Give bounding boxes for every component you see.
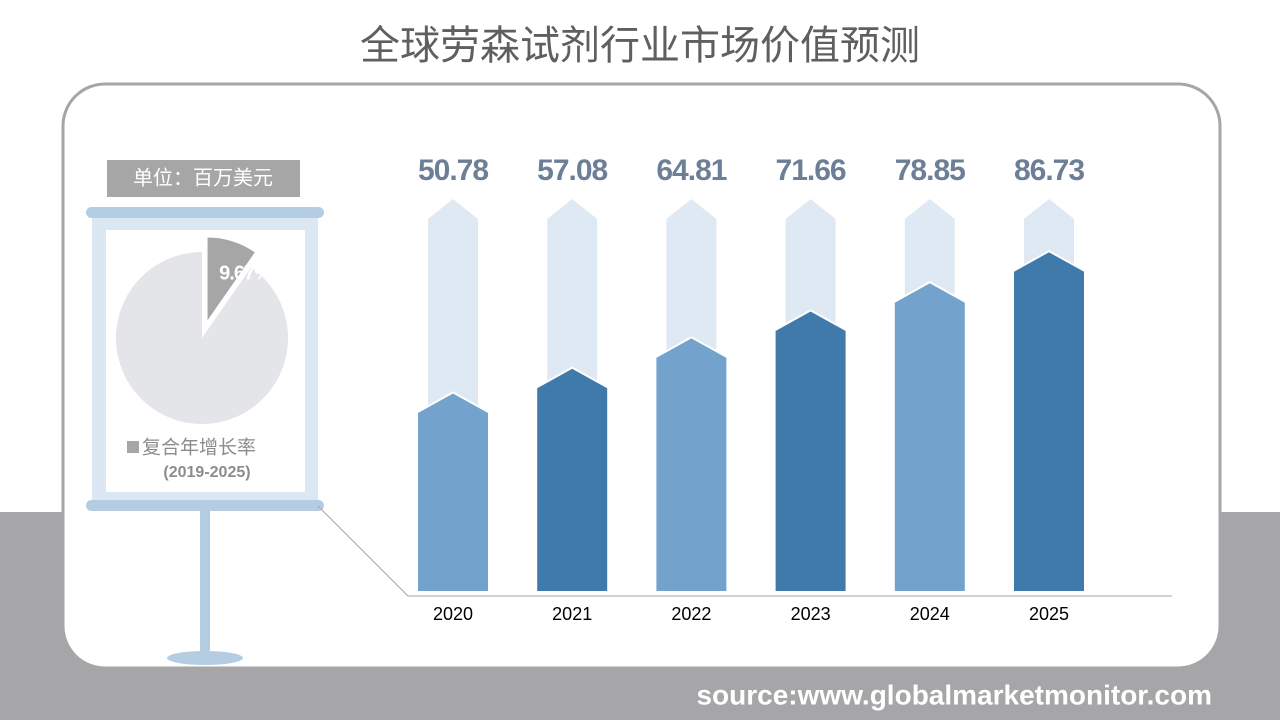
value-label: 57.08 (537, 154, 607, 187)
easel-top-bar (86, 207, 324, 218)
connector-line (317, 505, 409, 597)
legend-swatch (127, 441, 139, 453)
value-label: 71.66 (776, 154, 846, 187)
bar (416, 391, 490, 593)
x-tick-label: 2021 (552, 604, 592, 624)
page-title: 全球劳森试剂行业市场价值预测 (360, 23, 920, 69)
value-label: 50.78 (418, 154, 488, 187)
easel-bottom-bar (86, 500, 324, 511)
x-tick-label: 2025 (1029, 604, 1069, 624)
value-label: 64.81 (656, 154, 726, 187)
pie-value-label: 9.67% (219, 262, 272, 284)
pie-subtitle: (2019-2025) (163, 464, 250, 481)
pie-rest (116, 252, 289, 424)
unit-box (107, 160, 300, 197)
bar (1012, 250, 1086, 593)
x-tick-label: 2023 (791, 604, 831, 624)
unit-label: 单位：百万美元 (133, 166, 273, 190)
bar (892, 280, 967, 593)
bar (535, 366, 610, 593)
easel-pole (200, 511, 210, 657)
x-tick-label: 2020 (433, 604, 473, 624)
value-label: 86.73 (1014, 154, 1084, 187)
x-tick-label: 2022 (671, 604, 711, 624)
bar (773, 309, 848, 593)
source: source:www.globalmarketmonitor.com (696, 679, 1212, 710)
x-tick-label: 2024 (910, 604, 950, 624)
legend-label: 复合年增长率 (142, 437, 256, 459)
easel-base (167, 651, 243, 665)
value-label: 78.85 (895, 154, 965, 187)
pie-slice (206, 235, 257, 326)
bar (654, 336, 729, 593)
